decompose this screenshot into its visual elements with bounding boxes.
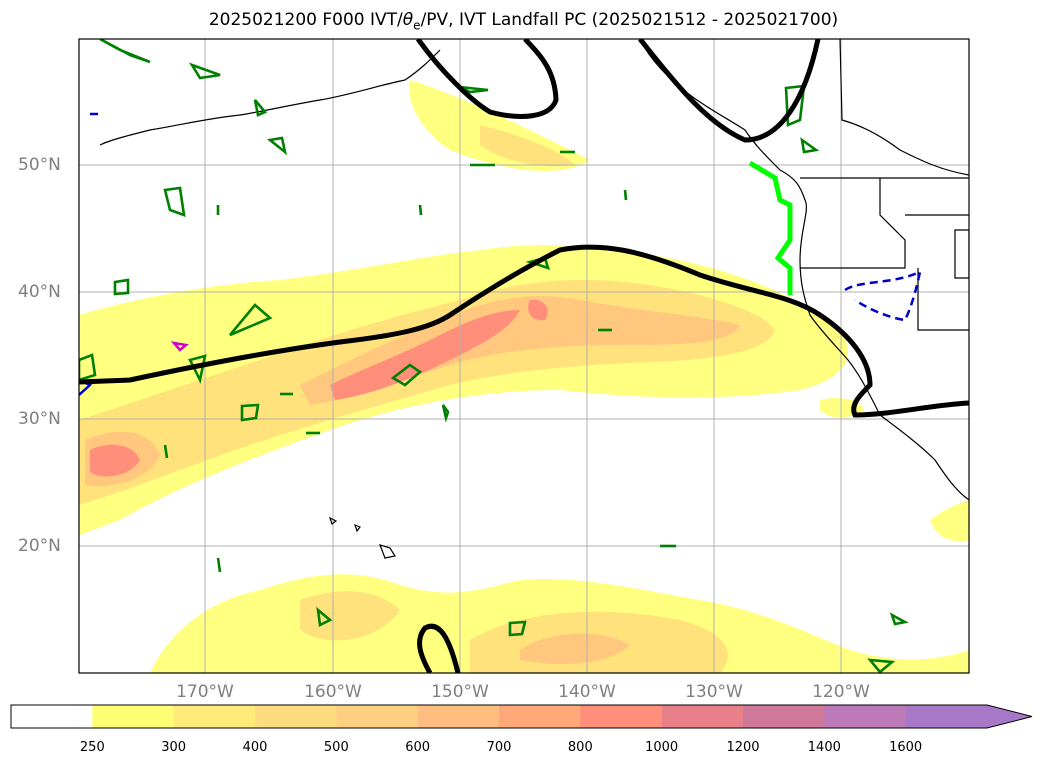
coastlines	[99, 39, 969, 559]
lon-label-160w: 160°W	[304, 682, 362, 702]
colorbar-tick-label: 250	[79, 740, 105, 755]
colorbar-cell	[824, 705, 907, 728]
ivt-shading	[79, 80, 969, 673]
colorbar-cell	[905, 705, 988, 728]
lat-label-40n: 40°N	[18, 282, 61, 302]
colorbar-extend-arrow	[987, 705, 1032, 728]
colorbar-tick-label: 400	[242, 740, 268, 755]
pv-contours-green	[79, 39, 909, 673]
colorbar-cell	[743, 705, 825, 728]
pv-contour-magenta	[170, 341, 189, 352]
colorbar-cell	[92, 705, 175, 728]
lon-label-130w: 130°W	[685, 682, 743, 702]
colorbar-cell	[417, 705, 500, 728]
lat-label-20n: 20°N	[18, 536, 61, 556]
map-frame	[78, 38, 970, 674]
colorbar-cell	[11, 705, 93, 728]
lon-label-170w: 170°W	[176, 682, 234, 702]
colorbar-tick-label: 500	[323, 740, 349, 755]
colorbar-cell	[499, 705, 581, 728]
colorbar-cell	[580, 705, 663, 728]
theta-contours	[79, 39, 969, 673]
colorbar-tick-label: 700	[486, 740, 512, 755]
lon-label-140w: 140°W	[558, 682, 616, 702]
colorbar-cell	[661, 705, 744, 728]
map-title: 2025021200 F000 IVT/θe/PV, IVT Landfall …	[208, 10, 839, 33]
lon-label-120w: 120°W	[812, 682, 870, 702]
colorbar-cell	[336, 705, 419, 728]
colorbar-tick-label: 1000	[645, 740, 679, 755]
colorbar	[10, 704, 1033, 729]
colorbar-tick-label: 1400	[807, 740, 841, 755]
colorbar-tick-label: 600	[405, 740, 431, 755]
colorbar-tick-label: 1200	[726, 740, 760, 755]
colorbar-tick-label: 300	[161, 740, 187, 755]
lat-label-50n: 50°N	[18, 155, 61, 175]
colorbar-cell	[173, 705, 256, 728]
colorbar-cell	[255, 705, 337, 728]
colorbar-outline	[10, 704, 1033, 729]
colorbar-tick-label: 800	[567, 740, 593, 755]
lat-label-30n: 30°N	[18, 409, 61, 429]
lon-label-150w: 150°W	[431, 682, 489, 702]
colorbar-tick-label: 1600	[889, 740, 923, 755]
ivt-landfall-line	[748, 160, 793, 295]
